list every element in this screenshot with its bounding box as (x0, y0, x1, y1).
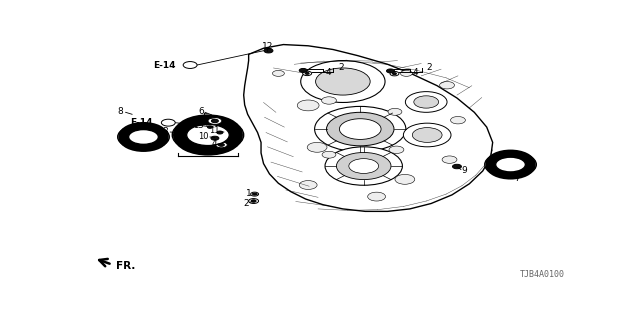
Circle shape (389, 146, 404, 154)
Circle shape (412, 128, 442, 142)
Circle shape (297, 100, 319, 111)
Circle shape (172, 117, 244, 153)
Text: TJB4A0100: TJB4A0100 (520, 270, 565, 279)
Circle shape (161, 119, 175, 126)
Circle shape (339, 119, 381, 140)
Circle shape (118, 124, 169, 150)
Circle shape (451, 116, 465, 124)
Text: FR.: FR. (116, 260, 135, 271)
Circle shape (325, 147, 403, 185)
Circle shape (303, 71, 312, 76)
Circle shape (322, 151, 336, 158)
Text: 5: 5 (202, 113, 208, 122)
Circle shape (442, 156, 457, 163)
Circle shape (452, 164, 461, 169)
Circle shape (214, 130, 226, 135)
Circle shape (321, 97, 337, 104)
Text: 3: 3 (163, 127, 168, 136)
Circle shape (216, 142, 227, 148)
Text: 8: 8 (118, 107, 124, 116)
Circle shape (315, 107, 406, 152)
Text: 6: 6 (198, 107, 204, 116)
Polygon shape (244, 44, 493, 212)
Text: 2: 2 (243, 199, 249, 208)
Circle shape (349, 159, 379, 173)
Circle shape (207, 126, 212, 128)
Text: 12: 12 (262, 42, 273, 51)
Circle shape (205, 124, 216, 130)
Circle shape (251, 200, 256, 202)
Circle shape (484, 152, 536, 177)
Circle shape (253, 193, 257, 195)
Circle shape (403, 123, 451, 147)
Circle shape (316, 68, 370, 95)
Text: 7: 7 (515, 174, 520, 183)
Circle shape (264, 49, 273, 53)
Text: E-14: E-14 (131, 118, 153, 127)
Circle shape (414, 96, 438, 108)
Circle shape (211, 119, 218, 123)
Circle shape (305, 72, 309, 74)
Circle shape (300, 180, 317, 189)
Circle shape (218, 143, 225, 146)
Text: 2: 2 (426, 63, 432, 72)
Text: 2: 2 (338, 63, 344, 72)
Circle shape (367, 192, 385, 201)
Circle shape (301, 60, 385, 102)
Circle shape (388, 108, 402, 115)
Circle shape (405, 92, 447, 112)
Text: 9: 9 (461, 166, 467, 175)
Text: 4: 4 (326, 68, 331, 77)
Circle shape (273, 70, 284, 76)
Circle shape (326, 112, 394, 146)
Circle shape (207, 134, 222, 142)
Text: 13: 13 (193, 121, 204, 130)
Circle shape (390, 71, 399, 76)
Circle shape (307, 142, 327, 152)
Circle shape (211, 136, 219, 140)
Circle shape (129, 130, 158, 144)
Circle shape (251, 192, 259, 196)
Circle shape (217, 131, 223, 134)
Circle shape (300, 68, 307, 72)
Text: E-14: E-14 (154, 60, 176, 69)
Text: 1: 1 (246, 188, 252, 198)
Circle shape (337, 153, 391, 180)
Circle shape (495, 157, 525, 172)
Text: 11: 11 (209, 126, 219, 135)
Text: 4: 4 (412, 68, 418, 77)
Circle shape (183, 61, 197, 68)
Circle shape (401, 70, 412, 76)
Circle shape (387, 69, 394, 73)
Circle shape (248, 198, 259, 204)
Circle shape (395, 174, 415, 184)
Circle shape (392, 73, 396, 75)
Circle shape (208, 117, 222, 124)
Circle shape (187, 124, 229, 146)
Text: 4: 4 (211, 139, 217, 148)
Text: 10: 10 (198, 132, 209, 141)
Circle shape (440, 82, 454, 89)
